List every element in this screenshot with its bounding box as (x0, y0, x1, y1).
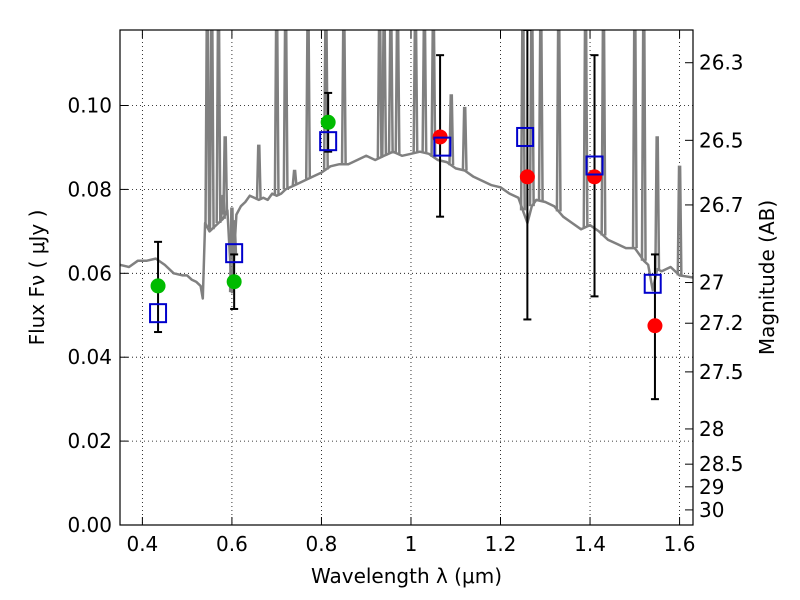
data-point (150, 278, 166, 294)
model-point (149, 303, 168, 324)
data-point (226, 274, 242, 290)
emission-line-spike (676, 165, 683, 276)
model-point (319, 131, 338, 152)
y-tick-label: 0.00 (67, 513, 112, 537)
x-tick-label: 0.6 (216, 532, 248, 556)
right-tick-label: 29 (699, 475, 724, 499)
right-tick-label: 26.5 (699, 128, 744, 152)
emission-line-spike (640, 30, 647, 261)
data-point (320, 114, 336, 130)
emission-line-spike (631, 30, 638, 249)
right-axis-label: Magnitude (AB) (755, 200, 779, 355)
emission-line-spike (461, 106, 468, 171)
x-tick-label: 1 (405, 532, 418, 556)
model-point (225, 243, 244, 264)
emission-line-spike (519, 30, 526, 211)
y-tick-label: 0.04 (67, 345, 112, 369)
y-axis-label: Flux Fν ( μJy ) (25, 210, 49, 346)
x-tick-label: 1.2 (485, 532, 517, 556)
x-axis-label: Wavelength λ (μm) (311, 564, 502, 588)
axes: 0.4 0.6 0.8 1 1.2 1.4 1.6 0.00 0.02 0.04 0.06 0.08 0… (67, 29, 744, 556)
model-point (643, 273, 662, 294)
labels: Wavelength λ (μm) Flux Fν ( μJy ) Magnit… (25, 200, 779, 588)
right-tick-label: 27.2 (699, 311, 744, 335)
emission-line-spike (376, 30, 383, 158)
emission-line-spike (222, 136, 229, 215)
emission-line-spike (430, 30, 437, 157)
emission-line-spike (387, 30, 394, 153)
right-tick-label: 28 (699, 417, 724, 441)
grid (120, 30, 693, 526)
emission-line-spike (448, 94, 455, 166)
emission-line-spike (255, 144, 262, 200)
emission-line-spike (582, 30, 589, 228)
right-tick-label: 28.5 (699, 452, 744, 476)
emission-line-spike (421, 30, 428, 153)
y-tick-label: 0.06 (67, 261, 112, 285)
right-tick-label: 26.3 (699, 51, 744, 75)
right-tick-label: 27 (699, 271, 724, 295)
emission-line-spike (394, 30, 401, 154)
emission-line-spike (291, 169, 298, 186)
y-tick-label: 0.08 (67, 177, 112, 201)
emission-line-spike (528, 30, 535, 207)
x-tick-label: 0.8 (306, 532, 338, 556)
y-tick-label: 0.10 (67, 94, 112, 118)
emission-line-spike (208, 30, 215, 230)
emission-line-spike (412, 30, 419, 153)
right-tick-label: 30 (699, 498, 724, 522)
right-tick-label: 27.5 (699, 360, 744, 384)
emission-line-spike (204, 30, 211, 228)
model-point (433, 136, 452, 157)
plot-frame (119, 29, 694, 526)
x-tick-label: 1.6 (664, 532, 696, 556)
emission-line-spike (304, 30, 312, 179)
right-tick-label: 26.7 (699, 193, 744, 217)
x-tick-label: 1.4 (574, 532, 606, 556)
emission-line-spike (282, 30, 289, 190)
data-point (647, 318, 663, 334)
data-point (519, 169, 535, 185)
data-point (587, 169, 603, 185)
model-point (585, 155, 604, 176)
emission-line-spike (537, 30, 544, 201)
emission-line-spike (600, 30, 607, 236)
emission-line-spike (340, 30, 347, 165)
emission-line-spike (231, 220, 238, 254)
emission-line-spike (654, 136, 661, 270)
emission-line-spike (322, 30, 329, 170)
y-tick-label: 0.02 (67, 429, 112, 453)
emission-line-spike (273, 30, 280, 196)
emission-line-spike (215, 30, 222, 223)
x-tick-label: 0.4 (126, 532, 158, 556)
spectrum-line (120, 150, 693, 300)
model-point (516, 126, 535, 147)
emission-line-spike (555, 30, 562, 212)
series-layer (120, 30, 693, 401)
emission-line-spike (381, 30, 388, 156)
